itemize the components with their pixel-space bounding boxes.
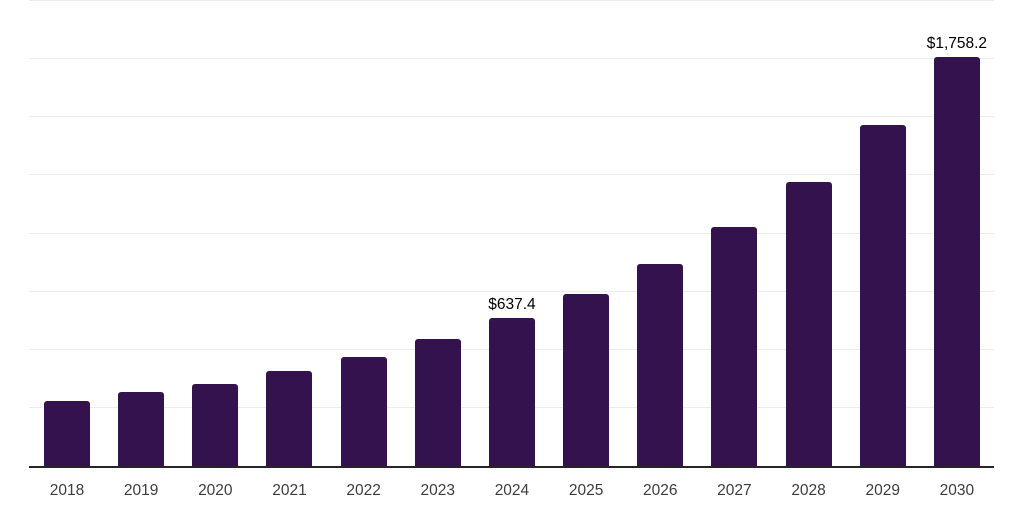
- bar-column-2027: [711, 1, 758, 466]
- x-tick-label-2026: 2026: [643, 482, 678, 499]
- x-tick-label-2021: 2021: [272, 482, 307, 499]
- plot-area: $637.4 $1,758.2: [29, 0, 994, 468]
- data-label-2030: $1,758.2: [926, 35, 988, 53]
- data-label-2024: $637.4: [488, 295, 536, 313]
- x-tick-label-2018: 2018: [49, 482, 85, 499]
- bar-2020: [192, 383, 239, 466]
- bar-2027: [711, 227, 758, 466]
- bar-column-2022: [340, 1, 387, 466]
- x-tick-label-2024: 2024: [494, 482, 530, 499]
- bar-2024: [488, 317, 535, 466]
- x-axis-labels: 2018 2019 2020 2021 2022 2023 2024 2025 2026 2027…: [29, 470, 994, 500]
- x-tick-label-2030: 2030: [939, 482, 975, 499]
- x-tick-label-2023: 2023: [420, 482, 456, 499]
- gridline: [29, 232, 994, 234]
- bar-column-2026: [637, 1, 684, 466]
- x-tick-label-2027: 2027: [717, 482, 752, 499]
- x-tick-label-2019: 2019: [123, 482, 159, 499]
- bar-column-2019: [118, 1, 165, 466]
- bar-2023: [414, 339, 461, 466]
- bar-column-2020: [192, 1, 239, 466]
- bar-column-2030: $1,758.2: [927, 1, 987, 466]
- bar-2019: [118, 392, 165, 466]
- bar-column-2021: [266, 1, 313, 466]
- bar-2025: [563, 293, 610, 466]
- x-tick-label-2029: 2029: [865, 482, 900, 499]
- x-tick-label-2028: 2028: [791, 482, 826, 499]
- bar-2018: [44, 400, 90, 466]
- gridline: [29, 174, 994, 176]
- bars-layer: $637.4 $1,758.2: [29, 1, 994, 466]
- bar-2026: [637, 263, 684, 466]
- gridline: [29, 116, 994, 118]
- bar-2021: [266, 371, 313, 466]
- bar-column-2023: [414, 1, 461, 466]
- gridline: [29, 0, 994, 1]
- bar-2028: [785, 182, 832, 466]
- x-tick-label-2020: 2020: [198, 482, 233, 499]
- x-tick-label-2022: 2022: [346, 482, 381, 499]
- bar-column-2029: [859, 1, 906, 466]
- x-tick-label-2025: 2025: [568, 482, 604, 499]
- gridline: [29, 58, 994, 60]
- bar-column-2024: $637.4: [488, 1, 536, 466]
- bar-column-2018: [44, 1, 90, 466]
- bar-2030: [933, 57, 980, 466]
- bar-column-2025: [563, 1, 610, 466]
- bar-2022: [340, 357, 387, 466]
- bar-column-2028: [785, 1, 832, 466]
- bar-2029: [859, 125, 906, 466]
- gridline: [29, 290, 994, 292]
